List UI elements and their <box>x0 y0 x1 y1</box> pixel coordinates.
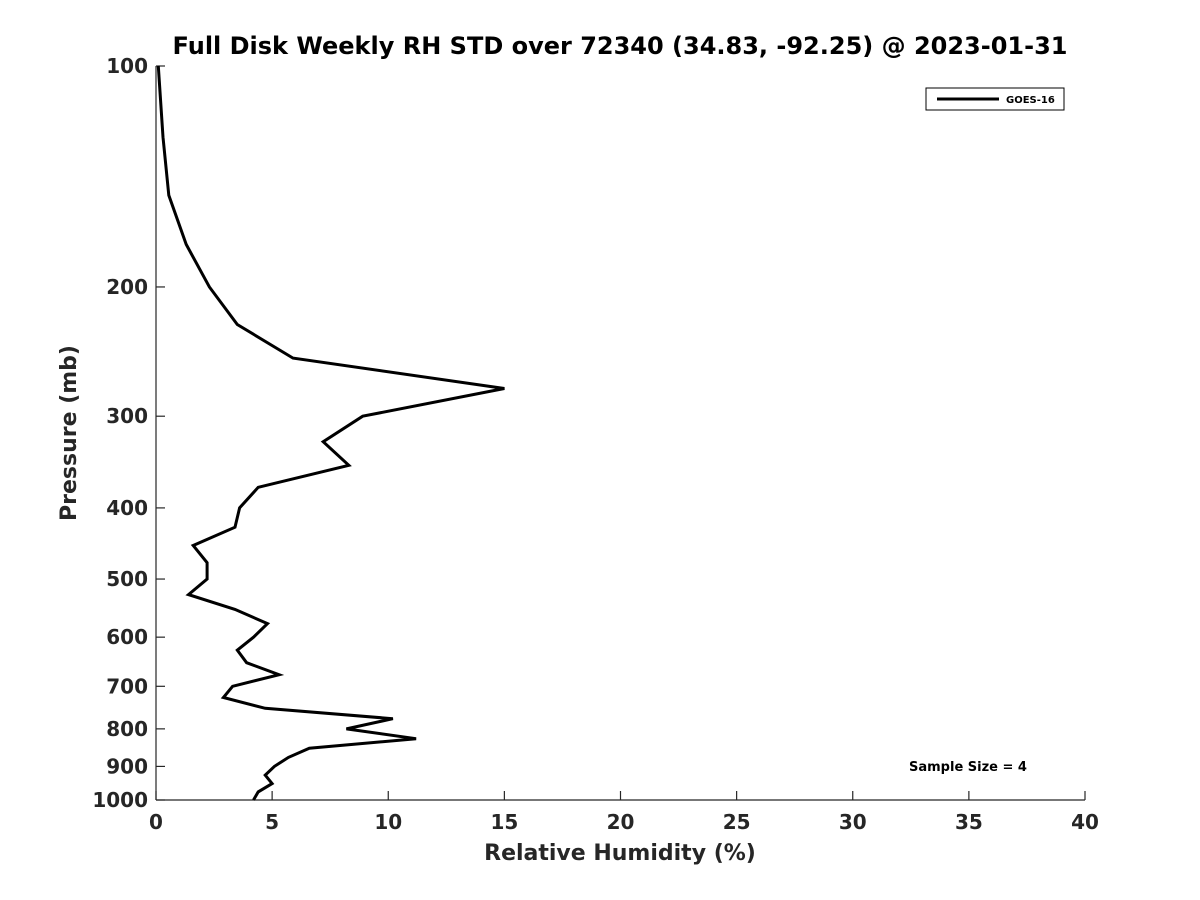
series-line-goes-16 <box>156 65 505 801</box>
x-axis-title: Relative Humidity (%) <box>484 841 756 866</box>
x-tick-label: 20 <box>607 810 635 834</box>
chart-title: Full Disk Weekly RH STD over 72340 (34.8… <box>173 32 1068 60</box>
x-tick-label: 30 <box>839 810 867 834</box>
y-tick-label: 500 <box>106 567 148 591</box>
legend: GOES-16 <box>925 87 1065 111</box>
y-tick-label: 100 <box>106 54 148 78</box>
y-tick-label: 200 <box>106 275 148 299</box>
y-tick-label: 900 <box>106 754 148 778</box>
y-tick-label: 800 <box>106 717 148 741</box>
x-tick-label: 35 <box>955 810 983 834</box>
x-tick-label: 15 <box>490 810 518 834</box>
x-tick-label: 0 <box>149 810 163 834</box>
x-tick-label: 25 <box>723 810 751 834</box>
y-tick-label: 300 <box>106 404 148 428</box>
x-tick-label: 10 <box>374 810 402 834</box>
x-tick-label: 40 <box>1071 810 1099 834</box>
y-tick-label: 1000 <box>92 788 148 812</box>
y-axis-title: Pressure (mb) <box>57 345 82 521</box>
y-tick-label: 700 <box>106 674 148 698</box>
x-tick-label: 5 <box>265 810 279 834</box>
y-tick-label: 600 <box>106 625 148 649</box>
y-tick-label: 400 <box>106 496 148 520</box>
legend-label-goes-16: GOES-16 <box>1006 95 1055 106</box>
sample-size-annotation: Sample Size = 4 <box>909 760 1027 775</box>
plot-area: 0 5 10 15 20 25 30 35 40 100 200 300 400 500 600 700 800… <box>92 54 1099 834</box>
